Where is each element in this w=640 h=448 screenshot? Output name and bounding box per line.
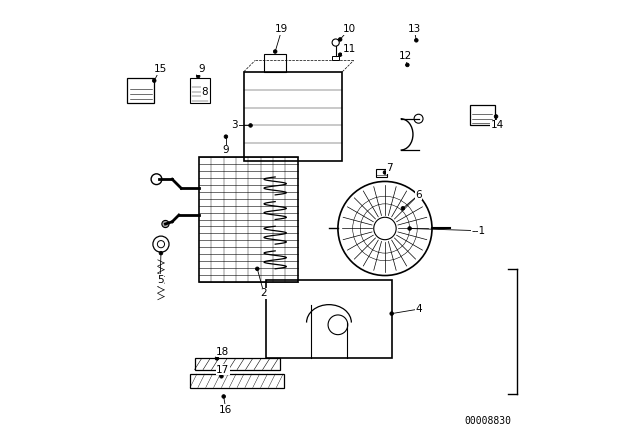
Bar [195,358,280,370]
Text: 11: 11 [342,44,356,54]
Circle shape [159,251,163,255]
Circle shape [408,227,412,230]
Text: 19: 19 [275,24,289,34]
Circle shape [494,115,498,118]
Text: 7: 7 [386,163,393,173]
Text: 8: 8 [202,87,208,97]
Circle shape [383,171,387,174]
Bar [264,54,287,72]
Bar [127,78,154,103]
Text: 15: 15 [154,65,166,74]
Text: 9: 9 [198,65,205,74]
Text: 00008830: 00008830 [465,416,511,426]
Circle shape [255,267,259,271]
Text: --1: --1 [472,226,486,236]
Bar [376,169,387,177]
Circle shape [401,207,404,210]
Circle shape [249,124,252,127]
Text: 12: 12 [399,51,412,61]
Text: 5: 5 [157,275,163,285]
Text: 10: 10 [342,24,356,34]
Circle shape [390,312,394,315]
Circle shape [220,375,223,378]
Bar [190,374,284,388]
Bar [332,56,339,60]
Circle shape [224,135,228,138]
Text: 9: 9 [223,145,229,155]
Bar [266,280,392,358]
Circle shape [222,395,225,398]
Text: 6: 6 [415,190,422,200]
Bar [190,78,210,103]
Circle shape [162,220,169,228]
Text: 17: 17 [216,365,229,375]
Text: 2: 2 [260,289,268,298]
Text: 3: 3 [232,121,238,130]
Circle shape [196,74,200,78]
Text: 13: 13 [408,24,420,34]
Text: 14: 14 [490,121,504,130]
Circle shape [339,53,342,56]
Circle shape [406,63,409,67]
Text: 18: 18 [216,347,229,357]
Circle shape [415,39,418,42]
Circle shape [215,357,219,360]
Bar [244,72,342,161]
Circle shape [204,88,207,91]
Text: 4: 4 [415,304,422,314]
Text: 16: 16 [220,405,232,415]
Circle shape [339,38,342,41]
Bar [199,157,298,282]
Circle shape [273,50,277,53]
Circle shape [152,79,156,82]
Bar [470,105,495,125]
